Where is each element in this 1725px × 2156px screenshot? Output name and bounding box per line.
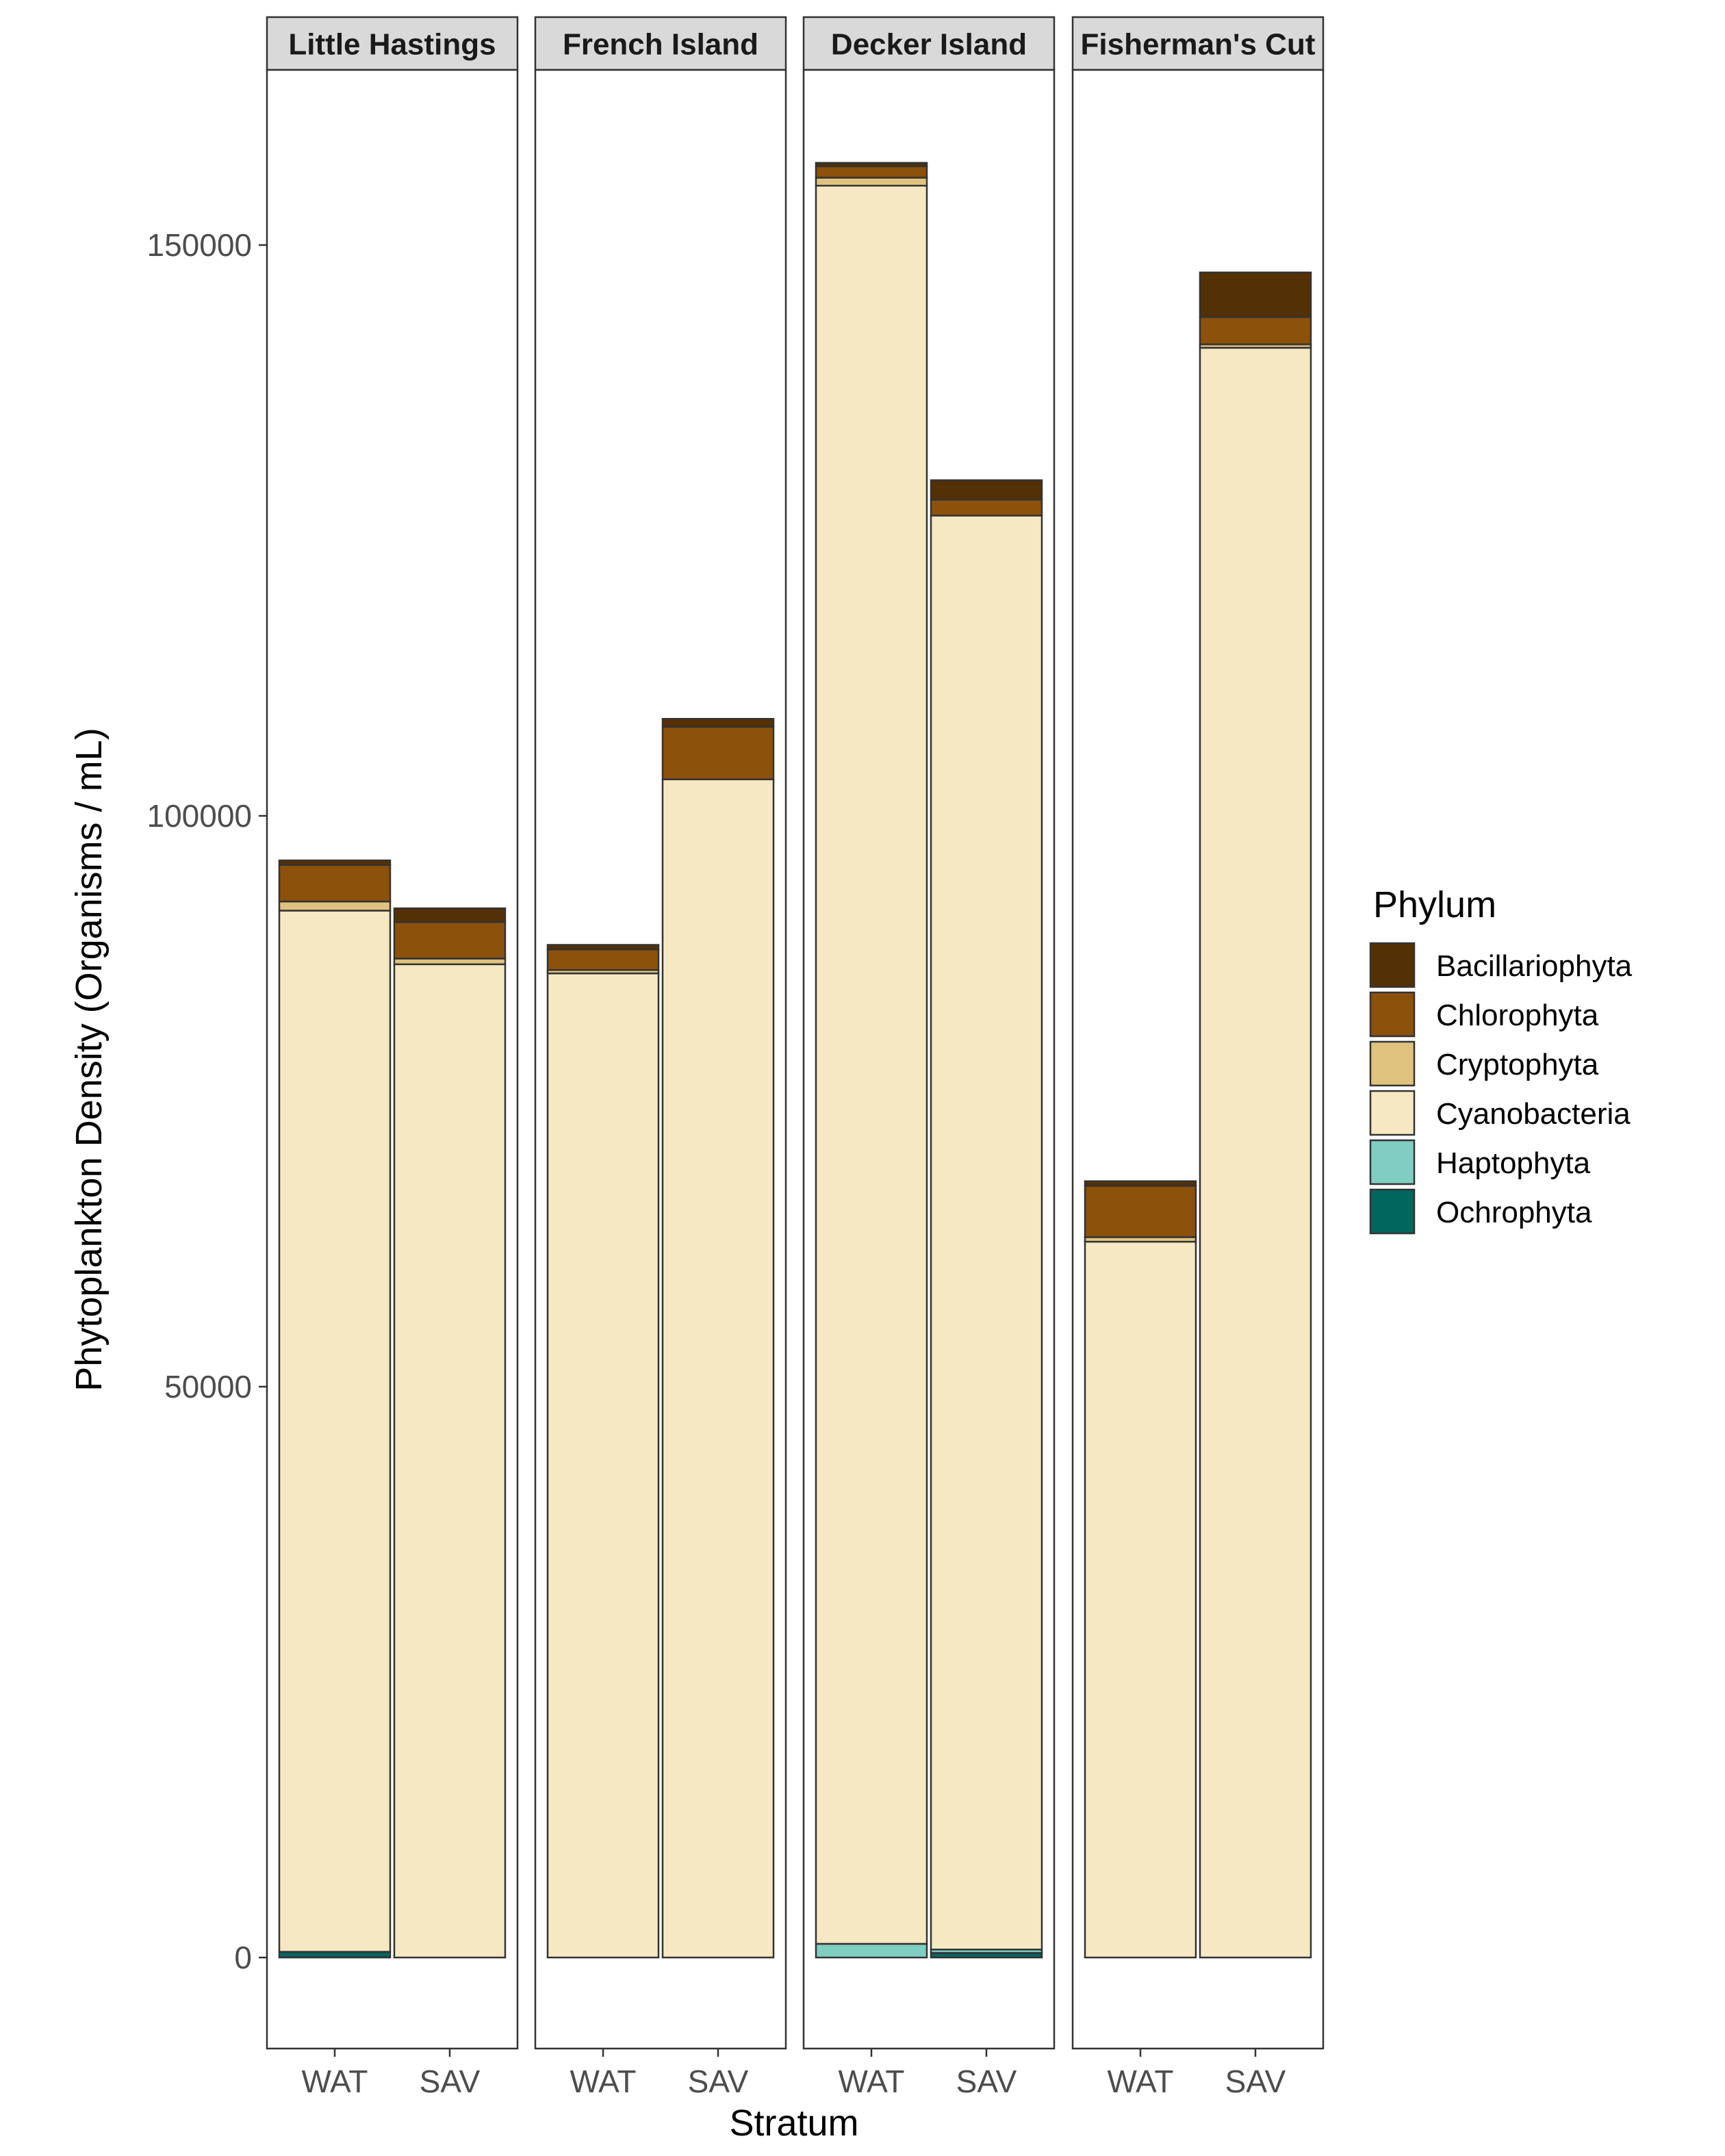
legend-key [1369,1090,1416,1136]
bar-segment-bacillariophyta [278,859,392,866]
panel-little-hastings: Little Hastings WAT SAV [266,16,519,2099]
bar-segment-chlorophyta [815,165,928,179]
legend-item-haptophyta: Haptophyta [1369,1139,1591,1185]
strip-label: Fisherman's Cut [1081,28,1316,62]
x-tick-label: SAV [688,2064,749,2099]
bar-segment-cyanobacteria [1084,1240,1197,1959]
strip-label: Little Hastings [288,28,496,62]
bar-segment-cyanobacteria [930,515,1043,1951]
y-tick-label: 100000 [147,798,253,834]
bar-segment-chlorophyta [661,726,775,780]
x-tick-label: WAT [570,2064,636,2099]
legend-key [1369,942,1416,988]
x-tick-label: SAV [1225,2064,1286,2099]
bar-decker-island-wat [815,162,928,1959]
bar-segment-cryptophyta [393,958,507,966]
legend-title: Phylum [1373,884,1496,925]
legend-item-cyanobacteria: Cyanobacteria [1369,1090,1631,1136]
bar-fisherman-s-cut-wat [1084,1180,1197,1959]
legend: Phylum Bacillariophyta Chlorophyta Cryptop… [1369,884,1633,1235]
legend-label: Haptophyta [1436,1146,1591,1180]
strip-label: Decker Island [831,28,1027,62]
strip-background [534,16,787,71]
legend-label: Ochrophyta [1436,1196,1592,1229]
bar-segment-chlorophyta [546,948,660,971]
bar-segment-cryptophyta [278,900,392,912]
bar-segment-chlorophyta [393,921,507,960]
y-tick-label: 150000 [147,227,253,263]
bar-segment-bacillariophyta [815,162,928,168]
panel-decker-island: Decker Island WAT SAV [802,16,1056,2099]
legend-label: Cyanobacteria [1436,1097,1631,1131]
bar-segment-cyanobacteria [661,778,775,1959]
strip-background [1071,16,1325,71]
bar-segment-cyanobacteria [393,963,507,1959]
bar-segment-bacillariophyta [1199,271,1312,318]
bar-french-island-sav [661,717,775,1959]
bar-segment-chlorophyta [930,498,1043,517]
y-tick-label: 50000 [164,1369,252,1404]
y-axis: 0 50000 100000 150000 [147,227,267,1975]
legend-item-cryptophyta: Cryptophyta [1369,1040,1599,1087]
legend-item-ochrophyta: Ochrophyta [1369,1188,1592,1235]
x-tick-label: SAV [420,2064,481,2099]
legend-key [1369,991,1416,1038]
bar-segment-bacillariophyta [1084,1180,1197,1187]
bar-segment-bacillariophyta [393,907,507,923]
legend-key [1369,1139,1416,1185]
legend-item-chlorophyta: Chlorophyta [1369,991,1599,1038]
bar-little-hastings-sav [393,907,507,1959]
bar-segment-cyanobacteria [278,910,392,1953]
strip-background [266,16,519,71]
bar-segment-cyanobacteria [1199,346,1312,1959]
y-tick-label: 0 [234,1940,252,1975]
legend-label: Bacillariophyta [1436,949,1633,983]
bar-segment-bacillariophyta [930,479,1043,501]
bar-segment-cyanobacteria [815,185,928,1945]
x-axis-title: Stratum [729,2103,858,2144]
strip-background [802,16,1056,71]
chart-panels: Little Hastings WAT SAV French Island WAT SAV… [266,16,1325,2099]
bar-segment-cryptophyta [815,177,928,187]
bar-french-island-wat [546,944,660,1959]
bar-segment-cyanobacteria [546,972,660,1959]
legend-label: Chlorophyta [1436,999,1599,1032]
bar-decker-island-sav [930,479,1043,1959]
panel-fisherman-s-cut: Fisherman's Cut WAT SAV [1071,16,1325,2099]
bar-segment-haptophyta [815,1942,928,1959]
bar-segment-ochrophyta [278,1951,392,1959]
x-tick-label: SAV [956,2064,1017,2099]
bar-segment-chlorophyta [1084,1185,1197,1238]
legend-item-bacillariophyta: Bacillariophyta [1369,942,1633,988]
strip-label: French Island [563,28,758,62]
x-tick-label: WAT [301,2064,368,2099]
y-axis-title: Phytoplankton Density (Organisms / mL) [68,728,110,1391]
x-tick-label: WAT [838,2064,904,2099]
bar-little-hastings-wat [278,859,392,1959]
bar-segment-bacillariophyta [546,944,660,951]
bar-segment-chlorophyta [278,864,392,903]
legend-key [1369,1188,1416,1235]
legend-key [1369,1040,1416,1087]
bar-segment-chlorophyta [1199,316,1312,346]
legend-label: Cryptophyta [1436,1048,1599,1081]
panel-french-island: French Island WAT SAV [534,16,787,2099]
bar-segment-bacillariophyta [661,717,775,728]
x-tick-label: WAT [1107,2064,1173,2099]
bar-fisherman-s-cut-sav [1199,271,1312,1959]
